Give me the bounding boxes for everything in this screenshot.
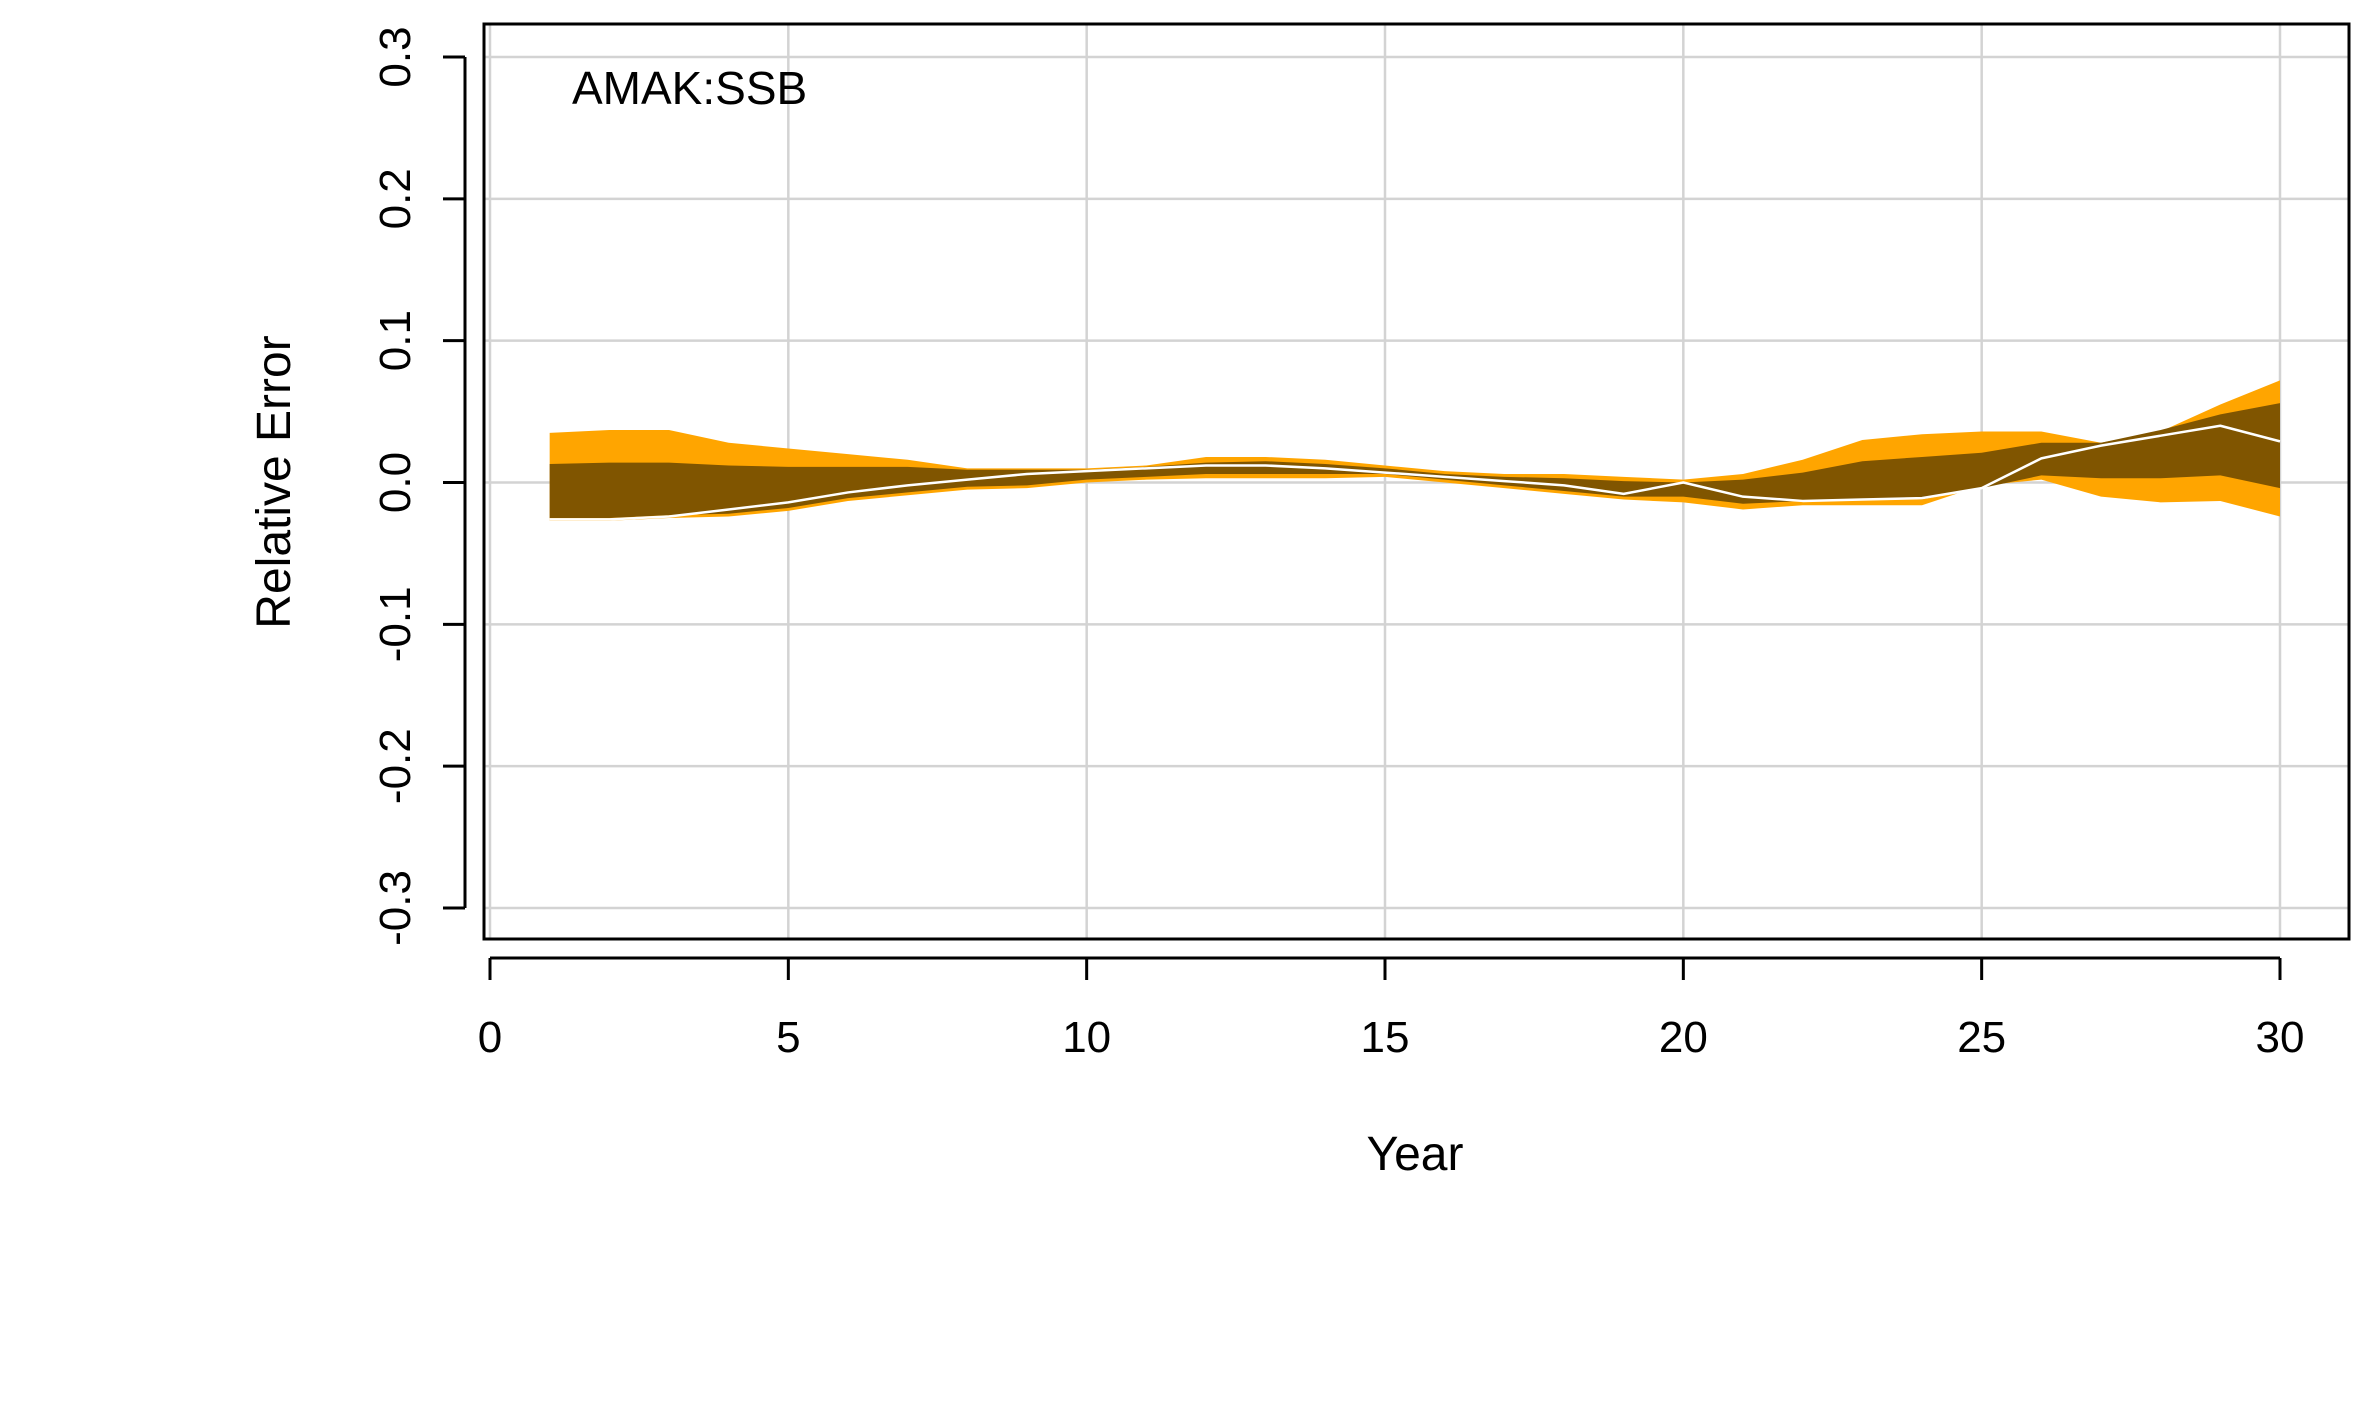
- median-line-layer: [549, 424, 2281, 521]
- y-tick-label-6: 0.3: [371, 26, 420, 87]
- inner-band: [549, 403, 2281, 518]
- y-tick-label-2: -0.1: [371, 586, 420, 662]
- x-tick-label-2: 10: [1062, 1013, 1111, 1062]
- y-tick-label-4: 0.1: [371, 310, 420, 371]
- bands: [549, 380, 2281, 521]
- panel-label: AMAK:SSB: [572, 62, 807, 114]
- x-tick-label-0: 0: [478, 1013, 502, 1062]
- x-tick-label-4: 20: [1659, 1013, 1708, 1062]
- x-tick-label-5: 25: [1957, 1013, 2006, 1062]
- axes: 0 5 10 15 20 25 30 -0.3 -0.2 -0.1 0.0 0.1 0.2 0.3: [371, 26, 2304, 1062]
- median-line: [549, 424, 2281, 521]
- y-tick-label-5: 0.2: [371, 168, 420, 229]
- plot-frame: [482, 22, 2351, 941]
- x-axis-title: Year: [1367, 1128, 1464, 1181]
- y-tick-label-0: -0.3: [371, 870, 420, 946]
- x-tick-label-1: 5: [776, 1013, 800, 1062]
- y-axis-title: Relative Error: [248, 335, 301, 628]
- x-tick-label-3: 15: [1361, 1013, 1410, 1062]
- x-tick-label-6: 30: [2256, 1013, 2305, 1062]
- y-tick-label-1: -0.2: [371, 728, 420, 804]
- y-tick-label-3: 0.0: [371, 452, 420, 513]
